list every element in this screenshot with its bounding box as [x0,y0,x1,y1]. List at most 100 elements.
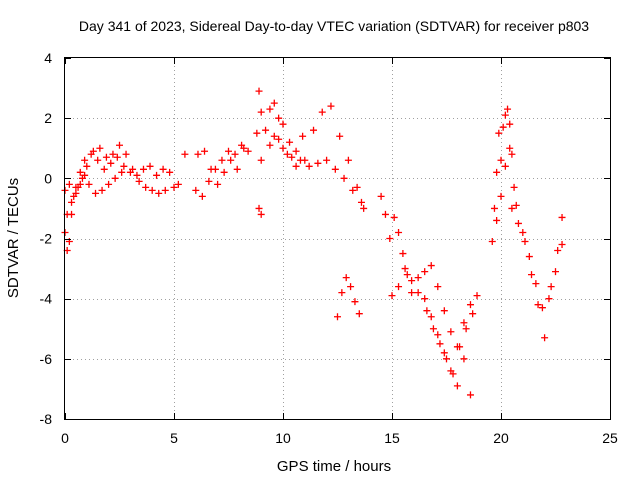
data-point [133,171,141,179]
series-arc-13 [388,262,481,351]
data-point [120,162,128,170]
data-point [541,334,549,342]
data-point [286,138,294,146]
x-tick-label: 25 [602,430,618,446]
data-point [92,189,100,197]
data-point [111,174,119,182]
data-point [207,165,215,173]
data-point [122,150,130,158]
data-point [76,180,84,188]
data-point [181,150,189,158]
data-point [532,280,540,288]
data-point [244,147,252,155]
series-arc-16 [493,144,514,224]
data-point [257,108,265,116]
series-arc-15 [488,105,520,246]
data-point [116,141,123,149]
data-point [538,304,546,312]
data-point [493,168,501,176]
y-axis-label: SDTVAR / TECUs [5,178,22,298]
data-point [460,355,468,363]
data-point [355,310,363,318]
series-arc-11 [334,274,363,321]
data-point [414,289,422,297]
data-point [473,292,481,300]
data-point [253,129,261,137]
data-point [255,87,263,95]
data-point [305,162,313,170]
data-point [275,135,283,143]
data-point [508,150,516,158]
data-point [166,168,174,176]
data-point [89,147,97,155]
data-point [334,313,341,321]
data-point [159,165,167,173]
data-point [558,213,566,221]
data-point [462,325,470,333]
data-point [552,268,559,276]
series-arc-6 [194,144,248,188]
data-point [292,147,300,155]
data-point [506,144,514,152]
data-point [331,165,339,173]
data-point [427,262,435,270]
data-point [109,150,117,158]
data-points [61,87,566,399]
data-point [390,213,398,221]
data-point [490,204,498,212]
data-point [318,108,326,116]
data-point [399,250,407,258]
data-point [107,159,115,167]
data-point [408,277,416,285]
data-point [353,183,361,191]
data-point [323,156,331,164]
x-tick-label: 0 [61,430,69,446]
data-point [347,283,355,291]
data-point [142,183,150,191]
series-arc-3 [63,168,126,218]
data-point [270,132,278,140]
data-point [349,186,357,194]
y-tick-label: -8 [40,411,53,427]
data-point [554,247,562,255]
data-point [225,147,232,155]
data-point [146,162,154,170]
data-point [421,295,429,303]
data-point [453,382,461,390]
data-point [403,271,411,279]
data-point [547,283,555,291]
y-tick-label: -4 [40,291,53,307]
x-axis-label: GPS time / hours [277,458,391,475]
data-point [421,268,429,276]
data-point [510,183,518,191]
data-point [288,153,296,161]
x-tick-label: 10 [275,430,291,446]
data-point [214,180,222,188]
series-arc-18 [519,228,566,312]
data-point [314,159,322,167]
data-point [161,186,169,194]
data-point [499,123,507,131]
data-point [466,301,474,309]
series-arc-17 [508,204,566,342]
data-point [198,192,206,200]
data-point [174,180,182,188]
data-point [534,301,542,309]
data-point [501,111,509,119]
data-point [423,307,431,315]
data-point [408,289,416,297]
data-point [357,198,365,206]
data-point [401,265,409,273]
data-point [135,177,143,185]
data-point [227,156,235,164]
series-arc-10 [255,204,265,218]
y-tick-label: 0 [44,170,52,186]
data-point [283,150,291,158]
data-point [377,192,385,200]
data-point [68,198,76,206]
data-point [240,144,248,152]
data-point [344,156,352,164]
data-point [351,298,359,306]
series-arc-14 [423,307,477,378]
